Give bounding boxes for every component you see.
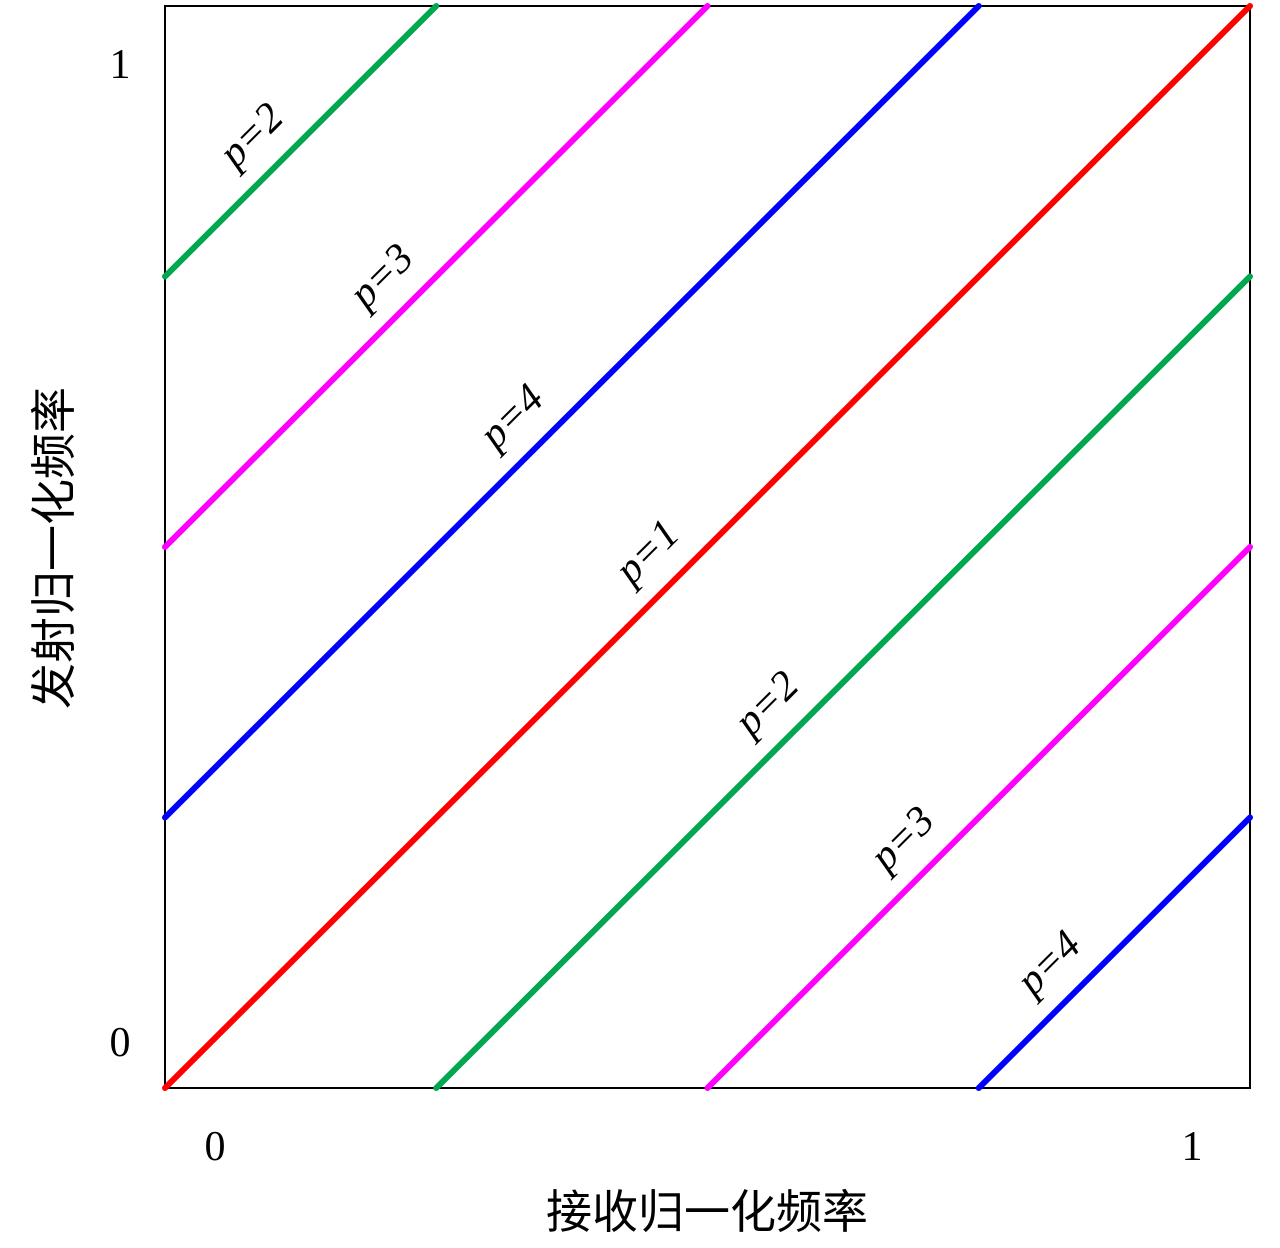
y-axis-label: 发射归一化频率 — [29, 387, 80, 709]
y-tick-label: 0 — [110, 1020, 131, 1066]
y-tick-label: 1 — [110, 42, 131, 88]
line — [162, 3, 711, 550]
line — [162, 3, 1253, 1091]
line — [704, 544, 1253, 1091]
x-tick-label: 0 — [205, 1124, 226, 1170]
line — [162, 3, 440, 280]
line — [975, 814, 1253, 1091]
line — [162, 3, 982, 821]
line — [433, 273, 1253, 1091]
x-axis-label: 接收归一化频率 — [546, 1187, 868, 1238]
x-tick-label: 1 — [1182, 1124, 1203, 1170]
